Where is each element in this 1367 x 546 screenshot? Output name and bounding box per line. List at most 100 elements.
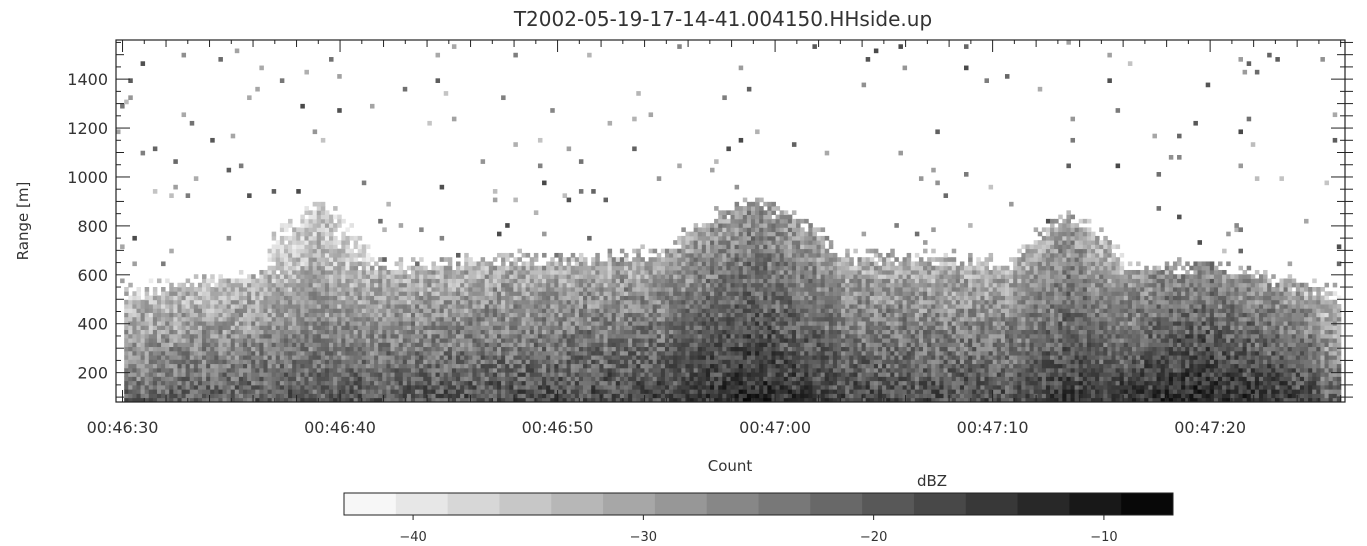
heatmap-cell	[550, 257, 555, 262]
heatmap-cell	[255, 372, 260, 377]
heatmap-cell	[357, 304, 363, 309]
heatmap-cell	[443, 363, 449, 369]
heatmap-cell	[353, 359, 359, 365]
heatmap-cell	[664, 333, 670, 339]
heatmap-cell	[529, 291, 535, 296]
heatmap-cell	[615, 380, 621, 386]
heatmap-cell	[374, 338, 379, 343]
heatmap-cell	[349, 291, 355, 296]
heatmap-cell	[288, 359, 293, 365]
heatmap-cell	[222, 291, 228, 296]
heatmap-cell	[705, 235, 711, 241]
heatmap-cell	[673, 384, 678, 390]
heatmap-cell	[427, 376, 432, 382]
heatmap-cell	[673, 304, 678, 309]
heatmap-cell	[652, 350, 658, 356]
heatmap-cell	[599, 329, 604, 335]
heatmap-cell	[669, 397, 674, 403]
heatmap-cell	[197, 363, 203, 369]
heatmap-cell	[480, 325, 486, 330]
heatmap-cell	[451, 287, 457, 292]
heatmap-cell	[439, 278, 445, 284]
heatmap-cell	[353, 282, 359, 288]
heatmap-cell	[394, 325, 400, 330]
heatmap-cell	[271, 384, 277, 390]
heatmap-cell	[554, 325, 559, 330]
heatmap-cell	[365, 393, 371, 399]
heatmap-cell	[689, 231, 695, 237]
heatmap-cell	[226, 376, 232, 382]
heatmap-cell	[202, 350, 207, 356]
heatmap-cell	[337, 108, 342, 113]
heatmap-cell	[664, 376, 670, 382]
heatmap-cell	[255, 367, 260, 373]
heatmap-cell	[578, 355, 584, 360]
heatmap-cell	[353, 346, 359, 352]
heatmap-cell	[128, 78, 133, 83]
heatmap-cell	[296, 350, 301, 356]
heatmap-cell	[595, 265, 600, 271]
heatmap-cell	[218, 282, 223, 288]
heatmap-cell	[378, 282, 383, 288]
heatmap-cell	[337, 261, 342, 267]
heatmap-cell	[128, 393, 133, 399]
heatmap-cell	[533, 282, 539, 288]
heatmap-cell	[271, 282, 277, 288]
heatmap-cell	[595, 274, 600, 279]
heatmap-cell	[501, 325, 506, 330]
heatmap-cell	[361, 329, 367, 335]
heatmap-cell	[324, 363, 330, 369]
heatmap-cell	[251, 338, 256, 343]
heatmap-cell	[431, 380, 436, 386]
heatmap-cell	[435, 274, 441, 279]
heatmap-cell	[546, 287, 551, 292]
heatmap-cell	[189, 291, 195, 296]
heatmap-cell	[296, 389, 301, 394]
heatmap-cell	[501, 338, 506, 343]
heatmap-cell	[394, 389, 400, 394]
heatmap-cell	[439, 312, 445, 318]
heatmap-cell	[320, 252, 326, 258]
heatmap-cell	[390, 355, 395, 360]
heatmap-cell	[701, 342, 707, 348]
heatmap-cell	[472, 282, 477, 288]
heatmap-cell	[574, 261, 580, 267]
heatmap-cell	[623, 265, 629, 271]
heatmap-cell	[398, 308, 404, 313]
heatmap-cell	[136, 287, 141, 292]
heatmap-cell	[673, 274, 678, 279]
heatmap-cell	[648, 384, 654, 390]
heatmap-cell	[484, 346, 490, 352]
heatmap-cell	[693, 367, 699, 373]
heatmap-cell	[554, 261, 559, 267]
heatmap-cell	[623, 308, 629, 313]
heatmap-cell	[337, 257, 342, 262]
heatmap-cell	[349, 346, 355, 352]
heatmap-cell	[345, 261, 350, 267]
heatmap-cell	[558, 355, 563, 360]
heatmap-cell	[132, 333, 137, 339]
heatmap-cell	[189, 355, 195, 360]
heatmap-cell	[644, 363, 649, 369]
heatmap-cell	[218, 363, 223, 369]
heatmap-cell	[460, 325, 465, 330]
heatmap-cell	[406, 265, 412, 271]
heatmap-cell	[673, 295, 678, 301]
heatmap-cell	[566, 325, 572, 330]
heatmap-cell	[140, 384, 146, 390]
heatmap-cell	[169, 321, 174, 326]
heatmap-cell	[333, 308, 338, 313]
heatmap-cell	[394, 355, 400, 360]
heatmap-cell	[640, 376, 645, 382]
heatmap-cell	[218, 397, 223, 403]
heatmap-cell	[644, 384, 649, 390]
heatmap-cell	[652, 265, 658, 271]
heatmap-cell	[361, 363, 367, 369]
heatmap-cell	[251, 282, 256, 288]
heatmap-cell	[447, 389, 453, 394]
heatmap-cell	[398, 367, 404, 373]
heatmap-cell	[193, 325, 199, 330]
heatmap-cell	[148, 350, 154, 356]
heatmap-cell	[578, 338, 584, 343]
heatmap-cell	[673, 299, 678, 305]
